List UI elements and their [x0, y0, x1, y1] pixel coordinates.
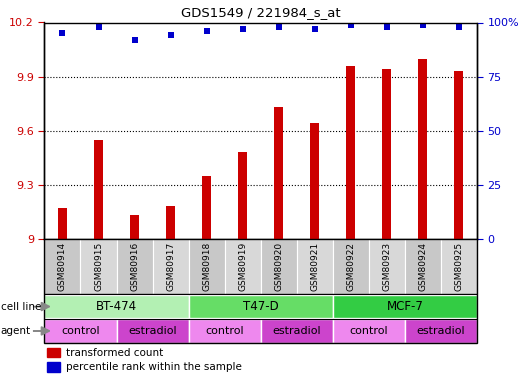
Text: GSM80919: GSM80919	[238, 242, 247, 291]
Title: GDS1549 / 221984_s_at: GDS1549 / 221984_s_at	[181, 6, 340, 18]
Bar	[405, 239, 441, 294]
Point	[130, 37, 139, 43]
Bar	[333, 295, 477, 318]
Bar	[441, 239, 477, 294]
Text: estradiol: estradiol	[417, 326, 465, 336]
Bar	[48, 348, 60, 357]
Point	[166, 33, 175, 39]
Bar	[117, 239, 153, 294]
Bar	[48, 362, 60, 372]
Bar	[189, 295, 333, 318]
Bar	[44, 295, 189, 318]
Bar	[260, 319, 333, 343]
Bar	[44, 239, 81, 294]
Text: BT-474: BT-474	[96, 300, 137, 313]
Bar	[81, 239, 117, 294]
Text: estradiol: estradiol	[128, 326, 177, 336]
Text: GSM80920: GSM80920	[274, 242, 283, 291]
Text: GSM80921: GSM80921	[310, 242, 319, 291]
Text: GSM80915: GSM80915	[94, 242, 103, 291]
Bar	[153, 239, 189, 294]
Text: GSM80922: GSM80922	[346, 242, 355, 291]
Point	[347, 22, 355, 28]
Point	[238, 26, 247, 32]
Text: GSM80925: GSM80925	[454, 242, 463, 291]
Text: T47-D: T47-D	[243, 300, 279, 313]
Point	[311, 26, 319, 32]
Point	[202, 28, 211, 34]
Bar	[117, 319, 189, 343]
Bar	[260, 239, 297, 294]
Bar	[189, 319, 260, 343]
Bar	[202, 176, 211, 239]
Bar	[333, 319, 405, 343]
Text: GSM80924: GSM80924	[418, 242, 427, 291]
Point	[58, 30, 66, 36]
Bar	[44, 319, 117, 343]
Bar	[297, 239, 333, 294]
Bar	[405, 319, 477, 343]
Text: estradiol: estradiol	[272, 326, 321, 336]
Text: MCF-7: MCF-7	[386, 300, 423, 313]
Bar	[454, 71, 463, 239]
Bar	[382, 69, 391, 239]
Text: agent: agent	[1, 326, 31, 336]
Bar	[225, 239, 260, 294]
Bar	[130, 215, 139, 239]
Bar	[274, 107, 283, 239]
Bar	[418, 58, 427, 239]
Point	[419, 22, 427, 28]
Text: control: control	[61, 326, 100, 336]
Bar	[166, 206, 175, 239]
Point	[94, 24, 103, 30]
Text: transformed count: transformed count	[66, 348, 163, 358]
Point	[455, 24, 463, 30]
Bar	[94, 140, 103, 239]
Bar	[58, 208, 67, 239]
Text: percentile rank within the sample: percentile rank within the sample	[66, 362, 242, 372]
Text: GSM80917: GSM80917	[166, 242, 175, 291]
Text: cell line: cell line	[1, 302, 41, 312]
Text: GSM80916: GSM80916	[130, 242, 139, 291]
Text: GSM80918: GSM80918	[202, 242, 211, 291]
Bar	[333, 239, 369, 294]
Point	[275, 24, 283, 30]
Bar	[238, 152, 247, 239]
Bar	[310, 123, 319, 239]
Bar	[346, 66, 355, 239]
Text: GSM80923: GSM80923	[382, 242, 391, 291]
Bar	[189, 239, 225, 294]
Bar	[369, 239, 405, 294]
Text: control: control	[206, 326, 244, 336]
Point	[383, 24, 391, 30]
Text: control: control	[349, 326, 388, 336]
Text: GSM80914: GSM80914	[58, 242, 67, 291]
